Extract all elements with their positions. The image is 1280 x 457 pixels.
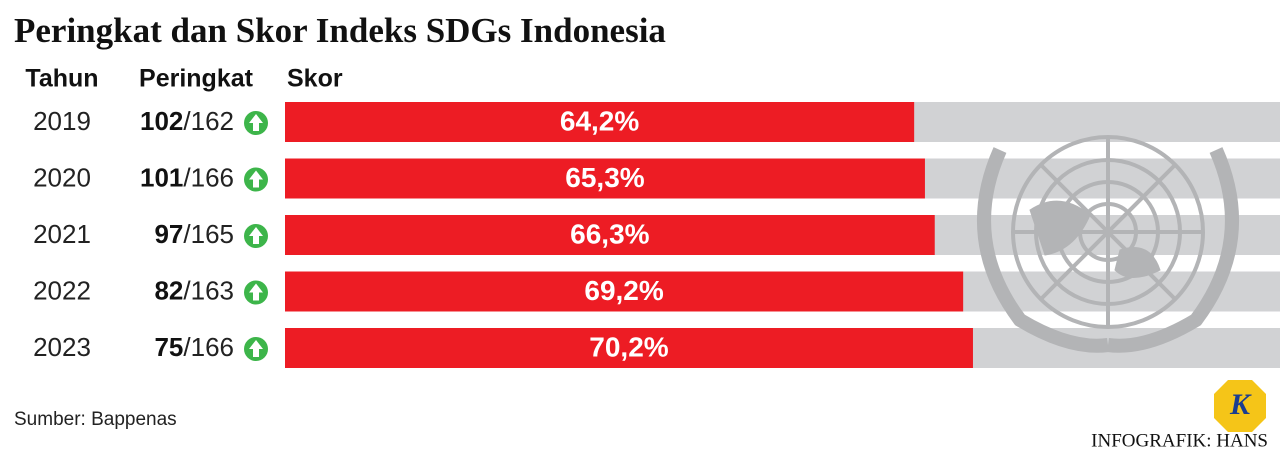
value-label: 65,3% bbox=[565, 162, 644, 193]
year-label: 2022 bbox=[33, 275, 91, 305]
value-label: 70,2% bbox=[589, 331, 668, 362]
up-arrow bbox=[249, 170, 263, 188]
bar bbox=[285, 158, 925, 199]
emblem-map bbox=[1029, 200, 1161, 278]
rank-label: 97/165 bbox=[154, 219, 234, 249]
rank-label: 75/166 bbox=[154, 332, 234, 362]
emblem-line bbox=[1039, 163, 1177, 301]
rank-total: /166 bbox=[183, 332, 234, 362]
up-arrow bbox=[249, 283, 263, 301]
chart-title: Peringkat dan Skor Indeks SDGs Indonesia bbox=[14, 11, 666, 50]
rank-total: /163 bbox=[183, 275, 234, 305]
up-arrow bbox=[249, 227, 263, 244]
rank: 101 bbox=[140, 162, 183, 192]
rank: 102 bbox=[140, 106, 183, 136]
bar bbox=[285, 102, 915, 142]
rank-label: 102/162 bbox=[140, 106, 234, 136]
rank-label: 82/163 bbox=[154, 275, 234, 305]
up-arrow bbox=[249, 340, 263, 357]
rank-total: /166 bbox=[183, 162, 234, 192]
rank: 75 bbox=[154, 332, 183, 362]
column-header: Skor bbox=[287, 65, 343, 93]
column-header: Tahun bbox=[25, 65, 98, 93]
bar bbox=[285, 328, 973, 368]
column-header: Peringkat bbox=[139, 65, 254, 93]
rank: 82 bbox=[154, 275, 183, 305]
logo-badge bbox=[1214, 380, 1266, 432]
bar bbox=[285, 215, 935, 255]
value-label: 66,3% bbox=[570, 218, 649, 249]
year-label: 2023 bbox=[33, 332, 91, 362]
year-label: 2019 bbox=[33, 106, 91, 136]
un-emblem bbox=[977, 135, 1239, 353]
rank-label: 101/166 bbox=[140, 162, 234, 192]
rank: 97 bbox=[154, 219, 183, 249]
up-arrow bbox=[249, 114, 263, 131]
value-label: 64,2% bbox=[560, 105, 639, 136]
logo: K bbox=[1229, 388, 1252, 421]
emblem-laurel bbox=[977, 147, 1239, 353]
source: Sumber: Bappenas bbox=[14, 409, 177, 430]
rank-total: /165 bbox=[183, 219, 234, 249]
year-label: 2021 bbox=[33, 219, 91, 249]
bar bbox=[285, 271, 964, 312]
rank-total: /162 bbox=[183, 106, 234, 136]
credit: INFOGRAFIK: HANS bbox=[1091, 430, 1268, 451]
year-label: 2020 bbox=[33, 162, 91, 192]
value-label: 69,2% bbox=[584, 275, 663, 306]
